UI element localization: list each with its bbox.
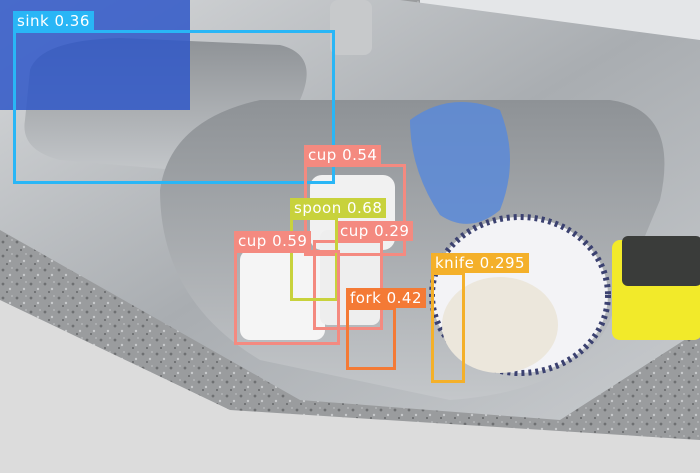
score-text: 0.59: [272, 232, 308, 250]
detection-knife: knife 0.295: [431, 253, 530, 383]
detection-label: cup 0.29: [336, 221, 414, 241]
label-text: spoon: [294, 199, 342, 217]
detection-label: cup 0.54: [304, 145, 382, 165]
detection-label: spoon 0.68: [290, 198, 387, 218]
detection-fork: fork 0.42: [346, 288, 426, 370]
detection-label: fork 0.42: [346, 288, 426, 308]
label-text: cup: [308, 146, 337, 164]
detection-spoon: spoon 0.68: [290, 198, 387, 301]
detection-label: knife 0.295: [431, 253, 530, 273]
cup-1: [240, 250, 325, 340]
detection-label: cup 0.59: [234, 231, 312, 251]
score-text: 0.54: [342, 146, 378, 164]
sponge-scrubber: [622, 236, 700, 286]
score-text: 0.29: [374, 222, 410, 240]
label-text: cup: [238, 232, 267, 250]
label-text: fork: [350, 289, 382, 307]
detection-label: sink 0.36: [13, 11, 94, 31]
detection-cup: cup 0.59: [234, 231, 340, 345]
label-text: cup: [340, 222, 369, 240]
label-text: sink: [17, 12, 50, 30]
detection-cup: cup 0.54: [304, 145, 406, 256]
score-text: 0.36: [54, 12, 90, 30]
blue-bowl: [410, 102, 510, 224]
cabinet-front: [0, 300, 700, 473]
score-text: 0.295: [479, 254, 526, 272]
detection-sink: sink 0.36: [13, 11, 335, 184]
label-text: knife: [435, 254, 475, 272]
faucet: [330, 0, 372, 55]
score-text: 0.42: [386, 289, 422, 307]
plate-center: [442, 277, 558, 373]
score-text: 0.68: [346, 199, 383, 217]
